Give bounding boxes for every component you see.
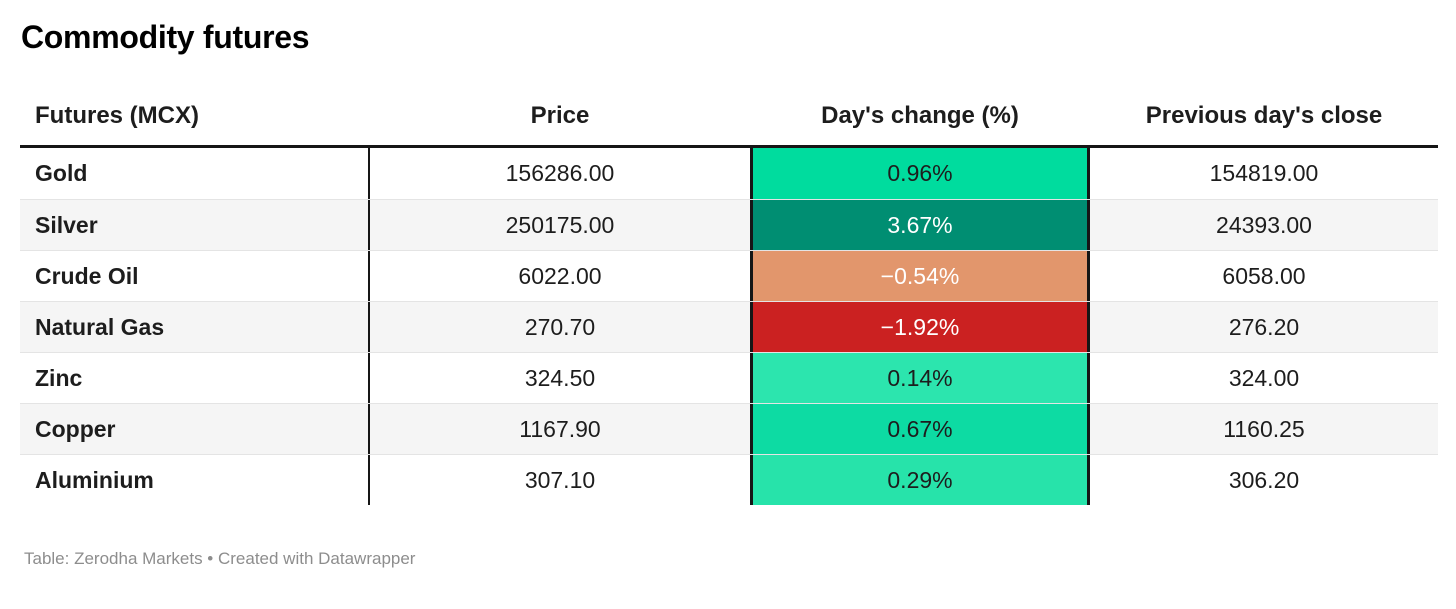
- prev-close-cell: 324.00: [1228, 364, 1300, 391]
- change-cell: 0.14%: [750, 353, 1090, 403]
- commodity-futures-table-page: Commodity futures Futures (MCX) Price Da…: [0, 19, 1456, 609]
- page-title: Commodity futures: [21, 19, 310, 55]
- price-cell: 1167.90: [519, 415, 601, 442]
- table-row-gold: Gold 156286.00 0.96% 154819.00: [20, 148, 1438, 199]
- change-cell: −0.54%: [750, 251, 1090, 301]
- futures-cell: Natural Gas: [20, 302, 370, 352]
- table-row-aluminium: Aluminium 307.10 0.29% 306.20: [20, 454, 1438, 505]
- price-cell: 250175.00: [505, 211, 615, 238]
- table-body: Gold 156286.00 0.96% 154819.00 Silver 25…: [20, 148, 1438, 505]
- prev-close-cell: 1160.25: [1223, 415, 1305, 442]
- table-row-silver: Silver 250175.00 3.67% 24393.00: [20, 199, 1438, 250]
- table-row-crude-oil: Crude Oil 6022.00 −0.54% 6058.00: [20, 250, 1438, 301]
- futures-cell: Silver: [20, 200, 370, 250]
- price-cell: 270.70: [524, 313, 596, 340]
- table-row-natural-gas: Natural Gas 270.70 −1.92% 276.20: [20, 301, 1438, 352]
- commodity-table: Futures (MCX) Price Day's change (%) Pre…: [20, 102, 1438, 505]
- futures-cell: Gold: [20, 148, 370, 199]
- table-row-zinc: Zinc 324.50 0.14% 324.00: [20, 352, 1438, 403]
- price-cell: 6022.00: [518, 262, 602, 289]
- change-cell: −1.92%: [750, 302, 1090, 352]
- footer-credit: Table: Zerodha Markets • Created with Da…: [24, 549, 416, 568]
- futures-cell: Copper: [20, 404, 370, 454]
- column-header-days-change: Day's change (%): [821, 102, 1019, 129]
- change-cell: 3.67%: [750, 200, 1090, 250]
- prev-close-cell: 306.20: [1228, 466, 1300, 493]
- futures-cell: Crude Oil: [20, 251, 370, 301]
- futures-cell: Zinc: [20, 353, 370, 403]
- change-cell: 0.96%: [750, 148, 1090, 199]
- table-header-row: Futures (MCX) Price Day's change (%) Pre…: [20, 102, 1438, 148]
- table-row-copper: Copper 1167.90 0.67% 1160.25: [20, 403, 1438, 454]
- price-cell: 156286.00: [505, 160, 615, 186]
- price-cell: 307.10: [524, 466, 596, 493]
- change-cell: 0.67%: [750, 404, 1090, 454]
- prev-close-cell: 154819.00: [1209, 160, 1319, 186]
- prev-close-cell: 6058.00: [1222, 262, 1306, 289]
- column-header-futures: Futures (MCX): [35, 102, 199, 129]
- futures-cell: Aluminium: [20, 455, 370, 505]
- prev-close-cell: 24393.00: [1216, 211, 1312, 238]
- prev-close-cell: 276.20: [1228, 313, 1300, 340]
- price-cell: 324.50: [524, 364, 596, 391]
- column-header-price: Price: [530, 102, 590, 129]
- column-header-prev-close: Previous day's close: [1145, 102, 1383, 129]
- change-cell: 0.29%: [750, 455, 1090, 505]
